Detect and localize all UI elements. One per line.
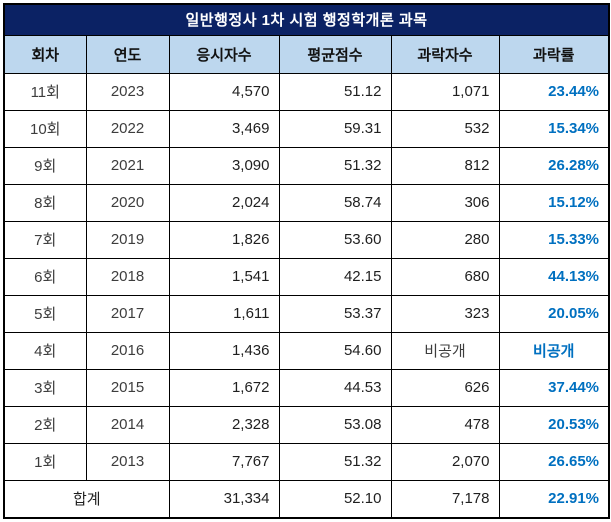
table-row-undisclosed: 4회 2016 1,436 54.60 비공개 비공개 xyxy=(3,331,610,370)
col-header-fail-rate: 과락률 xyxy=(498,34,610,74)
col-header-applicants: 응시자수 xyxy=(168,34,280,74)
cell-applicants: 2,024 xyxy=(168,183,280,222)
cell-failed-undisclosed: 비공개 xyxy=(390,331,500,370)
cell-failed: 323 xyxy=(390,294,500,333)
cell-round: 11회 xyxy=(3,72,87,111)
cell-failed: 532 xyxy=(390,109,500,148)
col-header-avg-score: 평균점수 xyxy=(278,34,392,74)
cell-year: 2018 xyxy=(85,257,170,296)
cell-applicants: 3,469 xyxy=(168,109,280,148)
table-total-row: 합계 31,334 52.10 7,178 22.91% xyxy=(3,479,610,519)
cell-fail-rate: 44.13% xyxy=(498,257,610,296)
cell-total-applicants: 31,334 xyxy=(168,479,280,519)
cell-fail-rate: 26.28% xyxy=(498,146,610,185)
cell-failed: 812 xyxy=(390,146,500,185)
cell-total-fail-rate: 22.91% xyxy=(498,479,610,519)
cell-applicants: 7,767 xyxy=(168,442,280,481)
cell-fail-rate: 15.33% xyxy=(498,220,610,259)
cell-round: 9회 xyxy=(3,146,87,185)
table-row: 6회 2018 1,541 42.15 680 44.13% xyxy=(3,257,610,296)
col-header-failed: 과락자수 xyxy=(390,34,500,74)
cell-fail-rate: 26.65% xyxy=(498,442,610,481)
cell-avg-score: 51.32 xyxy=(278,146,392,185)
cell-failed: 280 xyxy=(390,220,500,259)
col-header-year: 연도 xyxy=(85,34,170,74)
cell-fail-rate: 20.05% xyxy=(498,294,610,333)
cell-year: 2015 xyxy=(85,368,170,407)
table-row: 11회 2023 4,570 51.12 1,071 23.44% xyxy=(3,72,610,111)
cell-year: 2017 xyxy=(85,294,170,333)
cell-year: 2014 xyxy=(85,405,170,444)
cell-avg-score: 42.15 xyxy=(278,257,392,296)
table-row: 9회 2021 3,090 51.32 812 26.28% xyxy=(3,146,610,185)
cell-year: 2020 xyxy=(85,183,170,222)
table-row: 10회 2022 3,469 59.31 532 15.34% xyxy=(3,109,610,148)
cell-avg-score: 59.31 xyxy=(278,109,392,148)
cell-fail-rate: 37.44% xyxy=(498,368,610,407)
cell-applicants: 1,826 xyxy=(168,220,280,259)
cell-total-avg-score: 52.10 xyxy=(278,479,392,519)
cell-round: 1회 xyxy=(3,442,87,481)
cell-round: 6회 xyxy=(3,257,87,296)
cell-failed: 1,071 xyxy=(390,72,500,111)
cell-year: 2021 xyxy=(85,146,170,185)
cell-applicants: 1,436 xyxy=(168,331,280,370)
cell-fail-rate: 20.53% xyxy=(498,405,610,444)
cell-applicants: 3,090 xyxy=(168,146,280,185)
table-row: 2회 2014 2,328 53.08 478 20.53% xyxy=(3,405,610,444)
cell-applicants: 1,672 xyxy=(168,368,280,407)
cell-failed: 306 xyxy=(390,183,500,222)
table-title-row: 일반행정사 1차 시험 행정학개론 과목 xyxy=(3,3,610,36)
cell-fail-rate: 15.34% xyxy=(498,109,610,148)
table-row: 7회 2019 1,826 53.60 280 15.33% xyxy=(3,220,610,259)
cell-avg-score: 51.32 xyxy=(278,442,392,481)
cell-year: 2022 xyxy=(85,109,170,148)
table-row: 8회 2020 2,024 58.74 306 15.12% xyxy=(3,183,610,222)
cell-round: 2회 xyxy=(3,405,87,444)
table-title: 일반행정사 1차 시험 행정학개론 과목 xyxy=(3,3,610,36)
cell-fail-rate: 15.12% xyxy=(498,183,610,222)
cell-failed: 626 xyxy=(390,368,500,407)
cell-avg-score: 51.12 xyxy=(278,72,392,111)
cell-round: 5회 xyxy=(3,294,87,333)
cell-year: 2019 xyxy=(85,220,170,259)
cell-failed: 478 xyxy=(390,405,500,444)
cell-avg-score: 53.60 xyxy=(278,220,392,259)
cell-round: 3회 xyxy=(3,368,87,407)
cell-fail-rate: 23.44% xyxy=(498,72,610,111)
cell-failed: 680 xyxy=(390,257,500,296)
cell-applicants: 2,328 xyxy=(168,405,280,444)
cell-applicants: 1,541 xyxy=(168,257,280,296)
cell-failed: 2,070 xyxy=(390,442,500,481)
cell-year: 2023 xyxy=(85,72,170,111)
col-header-round: 회차 xyxy=(3,34,87,74)
exam-stats-table: 일반행정사 1차 시험 행정학개론 과목 회차 연도 응시자수 평균점수 과락자… xyxy=(3,3,611,519)
cell-applicants: 4,570 xyxy=(168,72,280,111)
cell-round: 10회 xyxy=(3,109,87,148)
cell-round: 8회 xyxy=(3,183,87,222)
cell-applicants: 1,611 xyxy=(168,294,280,333)
cell-avg-score: 53.08 xyxy=(278,405,392,444)
cell-avg-score: 53.37 xyxy=(278,294,392,333)
table-row: 1회 2013 7,767 51.32 2,070 26.65% xyxy=(3,442,610,481)
cell-avg-score: 58.74 xyxy=(278,183,392,222)
cell-avg-score: 54.60 xyxy=(278,331,392,370)
cell-total-failed: 7,178 xyxy=(390,479,500,519)
cell-round: 4회 xyxy=(3,331,87,370)
cell-round: 7회 xyxy=(3,220,87,259)
table-row: 3회 2015 1,672 44.53 626 37.44% xyxy=(3,368,610,407)
cell-year: 2013 xyxy=(85,442,170,481)
cell-total-label: 합계 xyxy=(3,479,170,519)
cell-year: 2016 xyxy=(85,331,170,370)
cell-fail-rate-undisclosed: 비공개 xyxy=(498,331,610,370)
table-header-row: 회차 연도 응시자수 평균점수 과락자수 과락률 xyxy=(3,34,610,74)
cell-avg-score: 44.53 xyxy=(278,368,392,407)
table-row: 5회 2017 1,611 53.37 323 20.05% xyxy=(3,294,610,333)
